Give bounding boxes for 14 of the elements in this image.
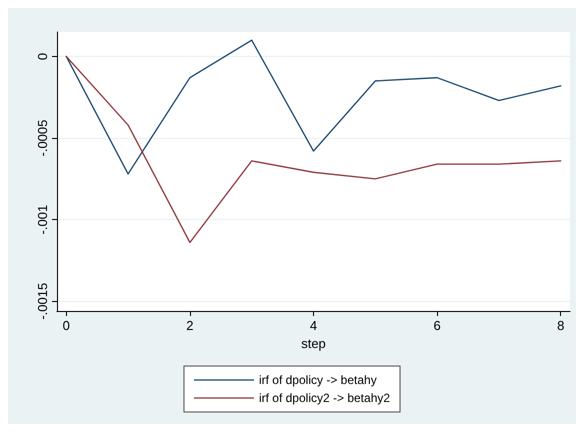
line-series — [66, 56, 562, 244]
x-tick-label: 2 — [186, 318, 194, 333]
x-tick-label: 0 — [62, 318, 70, 333]
legend-label: irf of dpolicy2 -> betahy2 — [258, 391, 390, 405]
x-axis-title: step — [301, 336, 326, 351]
x-tick-label: 8 — [557, 318, 564, 333]
y-tick-label: -.001 — [35, 204, 50, 234]
line-series — [66, 40, 562, 175]
x-tick-label: 6 — [433, 318, 441, 333]
y-tick-label: -.0015 — [35, 282, 50, 320]
y-tick-label: -.0005 — [35, 120, 50, 156]
x-tick-label: 4 — [310, 318, 318, 333]
legend-label: irf of dpolicy -> betahy — [258, 373, 377, 387]
y-tick-label: 0 — [35, 52, 50, 60]
